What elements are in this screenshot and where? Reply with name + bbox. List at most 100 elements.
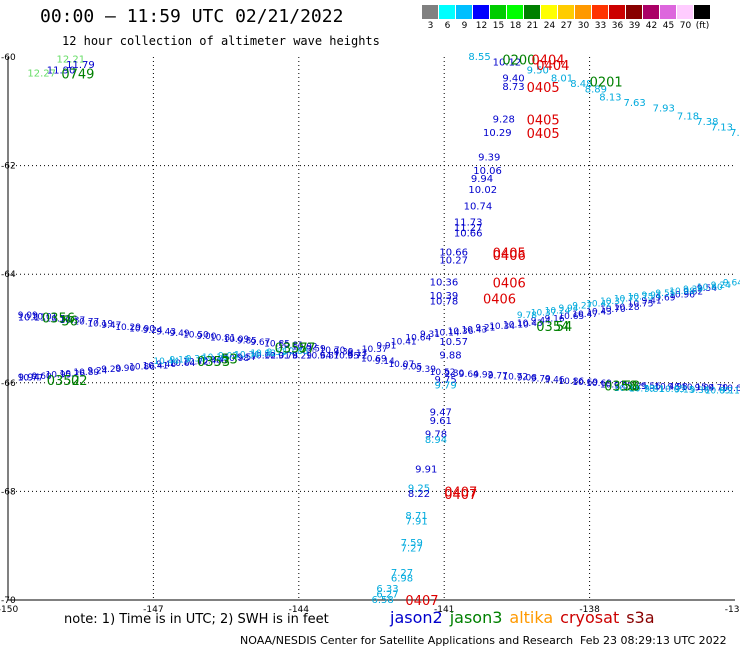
track-label: 9.09 bbox=[18, 311, 38, 321]
track-label: 9.46 bbox=[156, 360, 176, 370]
scale-label: 30 bbox=[577, 21, 590, 31]
track-label: 10.08 bbox=[669, 287, 695, 297]
track-label: 10.77 bbox=[18, 373, 44, 383]
scale-label: 18 bbox=[509, 21, 522, 31]
track-label: 9.20 bbox=[101, 365, 121, 375]
track-label: 10.86 bbox=[558, 377, 584, 387]
wave-height-label: 8.48 bbox=[570, 79, 592, 90]
track-label: 10.65 bbox=[705, 386, 731, 396]
scale-swatch bbox=[660, 5, 677, 19]
x-tick-label: -138 bbox=[579, 605, 600, 615]
color-scale-swatches bbox=[422, 5, 711, 19]
track-label: 9.04 bbox=[695, 383, 715, 393]
wave-height-label: 8.89 bbox=[585, 85, 607, 96]
footer-credit: NOAA/NESDIS Center for Satellite Applica… bbox=[240, 634, 574, 647]
track-label: 10.37 bbox=[362, 345, 388, 355]
wave-height-label: 10.39 bbox=[430, 291, 459, 302]
legend-s3a: s3a bbox=[626, 608, 655, 627]
wave-height-label: 8.01 bbox=[551, 74, 573, 85]
track-label: 10.69 bbox=[722, 384, 740, 394]
track-label: 10.64 bbox=[306, 352, 332, 362]
track-label: 9.72 bbox=[347, 352, 367, 362]
track-label: 10.24 bbox=[545, 306, 571, 316]
scale-swatch bbox=[609, 5, 626, 19]
scale-swatch bbox=[422, 5, 439, 19]
time-label: 0352 bbox=[47, 374, 80, 389]
track-label: 9.24 bbox=[143, 326, 163, 336]
time-label: 0406 bbox=[493, 249, 526, 264]
wave-height-label: 8.71 bbox=[405, 511, 427, 522]
track-label: 9.91 bbox=[642, 291, 662, 301]
x-tick-label: -150 bbox=[0, 605, 18, 615]
wave-height-label: 7.63 bbox=[624, 98, 646, 109]
time-label: 0405 bbox=[527, 127, 560, 142]
track-label: 9.24 bbox=[87, 367, 107, 377]
track-label: 9.21 bbox=[475, 324, 495, 334]
track-label: 10.15 bbox=[681, 383, 707, 393]
track-label: 9.44 bbox=[531, 317, 551, 327]
time-label: 02 bbox=[71, 374, 88, 389]
track-label: 9.39 bbox=[416, 365, 436, 375]
track-label: 10.40 bbox=[196, 356, 222, 366]
track-label: 9.00 bbox=[196, 332, 216, 342]
scale-swatch bbox=[439, 5, 456, 19]
track-label: 9.56 bbox=[641, 382, 661, 392]
scale-label: (ft) bbox=[695, 21, 710, 31]
wave-height-label: 10.12 bbox=[493, 57, 522, 68]
track-label: 10.69 bbox=[361, 354, 387, 364]
scale-swatch bbox=[541, 5, 558, 19]
scale-label: 21 bbox=[526, 21, 539, 31]
wave-height-label: 9.25 bbox=[408, 484, 430, 495]
wave-height-label: 10.11 bbox=[18, 313, 47, 324]
track-label: 10.41 bbox=[143, 361, 169, 371]
y-tick-label: -64 bbox=[1, 270, 16, 280]
track-label: 9.78 bbox=[278, 352, 298, 362]
track-label: 10.64 bbox=[405, 334, 431, 344]
wave-height-label: 7.27 bbox=[401, 543, 423, 554]
track-label: 9.46 bbox=[545, 376, 565, 386]
track-label: 9.94 bbox=[558, 304, 578, 314]
wave-height-label: 7.70 bbox=[730, 128, 740, 139]
track-label: 10.05 bbox=[659, 385, 685, 395]
wave-height-label: 11.79 bbox=[66, 60, 95, 71]
scale-label: 9 bbox=[461, 21, 468, 31]
wave-height-label: 6.58 bbox=[372, 595, 394, 606]
track-label: 9.15 bbox=[674, 386, 694, 396]
track-label: 9.91 bbox=[376, 341, 396, 351]
color-scale: 3 6 9 12 15 18 21 24 27 30 33 36 39 42 45 70 (ft) bbox=[422, 5, 711, 33]
time-label: 0406 bbox=[493, 276, 526, 291]
wave-height-label: 7.13 bbox=[711, 123, 733, 134]
time-label: 0405 bbox=[527, 81, 560, 96]
track-label: 10.72 bbox=[183, 358, 209, 368]
track-label: 10.83 bbox=[283, 347, 309, 357]
track-label: 9.17 bbox=[347, 349, 367, 359]
track-label: 10.42 bbox=[586, 299, 612, 309]
y-tick-label: -66 bbox=[1, 379, 16, 389]
track-label: 10.85 bbox=[264, 340, 290, 350]
track-label: 9.47 bbox=[101, 321, 121, 331]
track-label: 9.51 bbox=[266, 348, 286, 358]
track-label: 9.78 bbox=[517, 311, 537, 321]
track-label: 9.24 bbox=[711, 281, 731, 291]
track-label: 10.37 bbox=[59, 316, 85, 326]
wave-height-label: 9.94 bbox=[471, 174, 493, 185]
wave-height-label: 6.27 bbox=[376, 590, 398, 601]
scale-swatch bbox=[473, 5, 490, 19]
footer-timestamp: Feb 23 08:29:13 UTC 2022 bbox=[580, 634, 727, 647]
scale-label: 24 bbox=[543, 21, 556, 31]
track-label: 10.43 bbox=[462, 325, 488, 335]
x-tick-label: -135 bbox=[725, 605, 740, 615]
track-label: 10.10 bbox=[503, 321, 529, 331]
track-label: 10.69 bbox=[586, 379, 612, 389]
wave-height-label: 9.40 bbox=[502, 74, 524, 85]
scale-label: 39 bbox=[628, 21, 641, 31]
track-label: 10.16 bbox=[202, 353, 228, 363]
wave-height-label: 8.73 bbox=[502, 82, 524, 93]
scale-swatch bbox=[592, 5, 609, 19]
time-label: 0354 bbox=[536, 320, 569, 335]
wave-height-label: 8.22 bbox=[408, 489, 430, 500]
time-label: 54 bbox=[556, 320, 573, 335]
track-label: 10.69 bbox=[572, 378, 598, 388]
wave-height-label: 9.91 bbox=[415, 465, 437, 476]
track-label: 9.57 bbox=[237, 353, 257, 363]
